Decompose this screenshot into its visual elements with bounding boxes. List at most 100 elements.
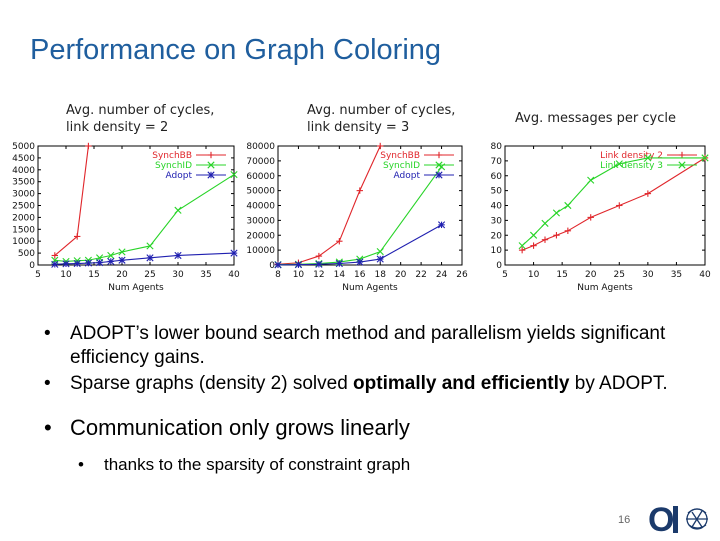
data-point	[644, 154, 652, 162]
x-tick-label: 10	[60, 270, 72, 280]
legend-label: SynchID	[383, 161, 420, 171]
x-tick-label: 30	[642, 270, 654, 280]
series-line	[521, 157, 706, 251]
data-point	[435, 161, 443, 169]
data-point	[74, 233, 81, 240]
data-point	[376, 255, 384, 263]
y-tick-label: 1500	[12, 225, 35, 235]
data-point	[85, 142, 92, 150]
data-point	[564, 227, 572, 234]
bullet-list: • ADOPT’s lower bound search method and …	[38, 322, 698, 476]
x-tick-label: 5	[502, 270, 508, 280]
x-axis-label: Num Agents	[577, 283, 633, 293]
series-line	[54, 145, 89, 256]
data-point	[207, 171, 215, 179]
bullet-dot: •	[78, 455, 84, 474]
bullet-text: ADOPT’s lower bound search method and pa…	[70, 323, 666, 368]
data-point	[84, 259, 92, 267]
data-point	[437, 221, 446, 229]
bullet-bold-text: optimally and efficiently	[353, 373, 570, 394]
data-point	[564, 201, 572, 210]
data-point	[146, 242, 154, 250]
x-tick-label: 18	[374, 270, 386, 280]
x-tick-label: 20	[395, 270, 407, 280]
data-point	[207, 151, 215, 159]
data-point	[174, 251, 182, 260]
x-tick-label: 20	[585, 270, 597, 280]
y-tick-label: 20	[491, 231, 503, 241]
data-point	[315, 252, 323, 260]
x-axis-label: Num Agents	[342, 283, 398, 293]
x-tick-label: 25	[614, 270, 625, 280]
y-tick-label: 2000	[12, 213, 35, 223]
y-tick-label: 0	[269, 261, 275, 271]
data-point	[615, 160, 623, 168]
y-tick-label: 80	[491, 142, 503, 152]
series-line	[277, 166, 443, 266]
legend-label: Link density 3	[600, 161, 663, 171]
chart-svg: 8 10 12 14 16 18 20 22 24 26 0 10000 20000 30000 40000…	[246, 142, 468, 293]
data-point	[553, 232, 560, 239]
y-tick-label: 50000	[246, 187, 275, 197]
x-tick-label: 26	[456, 270, 468, 280]
x-tick-label: 12	[313, 270, 324, 280]
data-point	[376, 248, 384, 256]
data-point	[207, 161, 215, 169]
y-tick-label: 70000	[246, 157, 275, 167]
y-tick-label: 30	[491, 216, 503, 226]
bullet-dot: •	[44, 373, 51, 394]
data-point	[174, 206, 182, 214]
chart-cycles-density-2: 5 10 15 20 25 30 35 40 0 500 1000 1500 2000 2500 3000 3…	[6, 138, 241, 303]
y-tick-label: 1000	[12, 237, 35, 247]
data-point	[107, 251, 115, 260]
data-point	[274, 261, 282, 269]
x-tick-label: 5	[35, 270, 41, 280]
y-tick-label: 30000	[246, 216, 275, 226]
data-point	[377, 142, 384, 150]
x-tick-label: 10	[528, 270, 540, 280]
plot-frame	[277, 145, 463, 266]
y-tick-label: 0	[496, 261, 502, 271]
series-line	[54, 252, 235, 265]
data-point	[356, 187, 363, 194]
x-tick-label: 35	[200, 270, 211, 280]
y-tick-label: 3000	[12, 190, 35, 200]
y-tick-label: 10	[491, 246, 503, 256]
sub-bullet-item: • thanks to the sparsity of constraint g…	[72, 454, 698, 476]
data-point	[616, 202, 623, 209]
x-axis-label: Num Agents	[108, 283, 164, 293]
data-point	[51, 260, 59, 268]
x-tick-label: 40	[699, 270, 711, 280]
data-point	[118, 248, 126, 256]
chart-cycles-density-3: 8 10 12 14 16 18 20 22 24 26 0 10000 20000 30000 40000…	[240, 138, 475, 303]
bullet-dot: •	[44, 323, 51, 344]
legend-label: Link density 2	[600, 151, 663, 161]
bullet-text: thanks to the sparsity of constraint gra…	[104, 455, 411, 474]
data-point	[678, 161, 686, 169]
data-point	[644, 190, 652, 197]
slide-title: Performance on Graph Coloring	[30, 34, 442, 66]
data-point	[701, 154, 709, 162]
data-point	[518, 242, 526, 250]
legend-label: Adopt	[166, 171, 193, 181]
chart-messages-per-cycle: 5 10 15 20 25 30 35 40 0 10 20 30 40 50 60 70 80 Num Agen…	[475, 138, 711, 303]
y-tick-label: 0	[29, 261, 35, 271]
y-tick-label: 3500	[12, 178, 35, 188]
x-tick-label: 14	[334, 270, 346, 280]
bullet-text: Communication only grows linearly	[70, 415, 410, 440]
svg-text:O: O	[648, 501, 674, 536]
x-tick-label: 15	[88, 270, 99, 280]
data-point	[118, 256, 126, 264]
y-tick-label: 20000	[246, 231, 275, 241]
data-point	[294, 261, 303, 269]
x-tick-label: 35	[671, 270, 682, 280]
data-point	[529, 231, 538, 239]
x-tick-label: 25	[144, 270, 155, 280]
x-tick-label: 16	[354, 270, 366, 280]
y-tick-label: 10000	[246, 246, 275, 256]
chart-caption-1: Avg. number of cycles, link density = 2	[66, 103, 215, 135]
y-tick-label: 70	[491, 157, 503, 167]
data-point	[230, 249, 238, 257]
data-point	[107, 257, 115, 266]
